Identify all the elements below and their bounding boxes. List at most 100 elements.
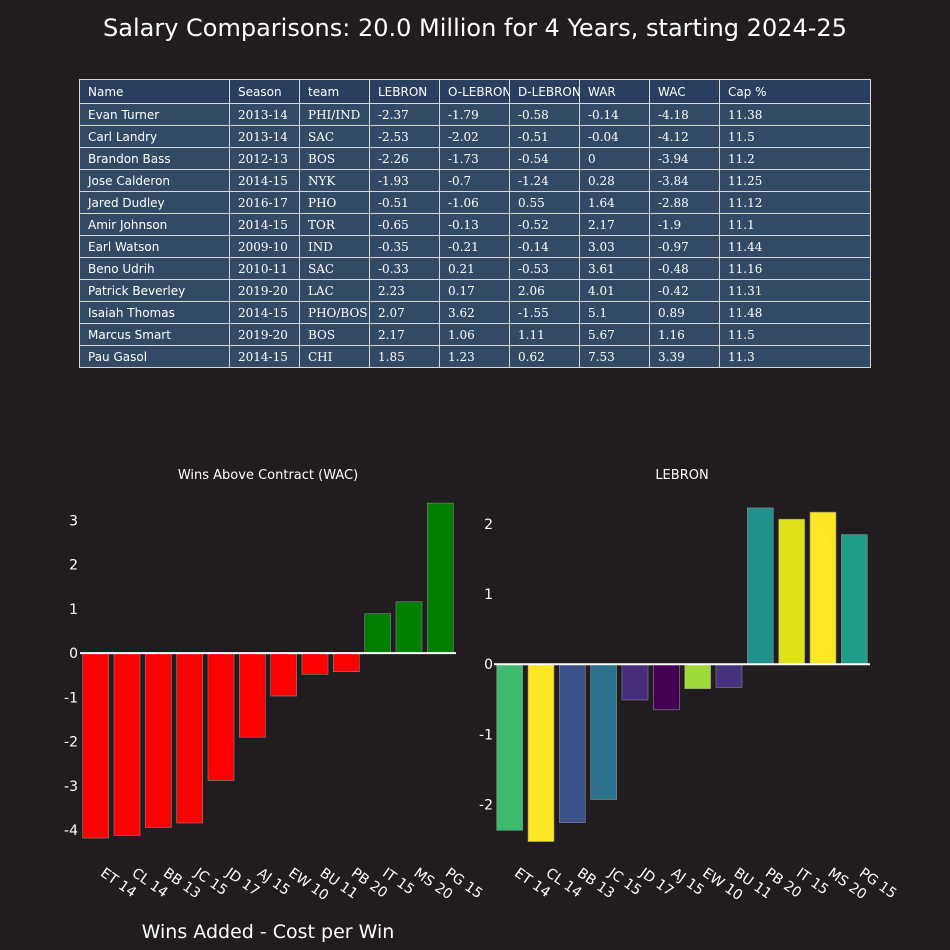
bar xyxy=(590,663,617,800)
table-cell: -4.18 xyxy=(649,103,720,126)
wac-chart: Wins Above Contract (WAC) 3 2 1 0 -1 -2 -3 -4 ET … xyxy=(64,468,485,904)
table-cell: Pau Gasol xyxy=(79,345,230,368)
table-cell: 11.48 xyxy=(719,301,871,324)
table-cell: 11.12 xyxy=(719,191,871,214)
bar xyxy=(82,652,109,839)
table-cell: 2012-13 xyxy=(229,147,300,170)
table-cell: -3.94 xyxy=(649,147,720,170)
table-cell: -2.88 xyxy=(649,191,720,214)
table-cell: 2.17 xyxy=(579,213,650,236)
table-row: Brandon Bass 2012-13 BOS -2.26 -1.73 -0.54 0 -3… xyxy=(79,147,871,170)
y-tick-label: 0 xyxy=(69,646,78,662)
table-cell: 2016-17 xyxy=(229,191,300,214)
table-cell: -0.33 xyxy=(369,257,440,280)
table-cell: -0.54 xyxy=(509,147,580,170)
table-cell: 0.55 xyxy=(509,191,580,214)
x-tick-label: ET 14 xyxy=(97,865,139,901)
column-header: LEBRON xyxy=(369,79,440,104)
table-cell: Amir Johnson xyxy=(79,213,230,236)
table-cell: 4.01 xyxy=(579,279,650,302)
table-cell: 2014-15 xyxy=(229,345,300,368)
table-cell: 11.5 xyxy=(719,323,871,346)
bar xyxy=(559,663,586,823)
comparison-table: Name Season team LEBRON O-LEBRON D-LEBRO… xyxy=(79,79,871,368)
x-axis-title: Wins Added - Cost per Win xyxy=(142,921,395,943)
table-cell: 1.23 xyxy=(439,345,510,368)
bar xyxy=(747,507,774,665)
table-cell: -0.14 xyxy=(579,103,650,126)
bar xyxy=(113,652,141,836)
table-row: Pau Gasol 2014-15 CHI 1.85 1.23 0.62 7.53 3.39 1… xyxy=(79,345,871,368)
table-row: Amir Johnson 2014-15 TOR -0.65 -0.13 -0.52 2.1… xyxy=(79,213,871,236)
x-tick-label: AJ 15 xyxy=(668,865,707,899)
y-tick-label: -2 xyxy=(479,797,493,813)
table-cell: 2010-11 xyxy=(229,257,300,280)
table-cell: IND xyxy=(299,235,370,258)
table-cell: 2014-15 xyxy=(229,169,300,192)
column-header: Cap % xyxy=(719,79,871,104)
table-cell: Patrick Beverley xyxy=(79,279,230,302)
table-cell: 2009-10 xyxy=(229,235,300,258)
bar xyxy=(778,518,805,665)
table-cell: 11.3 xyxy=(719,345,871,368)
table-cell: 2019-20 xyxy=(229,279,300,302)
table-cell: 3.39 xyxy=(649,345,720,368)
bar xyxy=(145,652,172,828)
table-cell: NYK xyxy=(299,169,370,192)
bar xyxy=(207,652,235,781)
table-cell: SAC xyxy=(299,125,370,148)
y-tick-label: -1 xyxy=(64,690,78,706)
bar xyxy=(239,652,266,738)
table-cell: -2.37 xyxy=(369,103,440,126)
table-cell: Isaiah Thomas xyxy=(79,301,230,324)
table-row: Jared Dudley 2016-17 PHO -0.51 -1.06 0.55 1.64… xyxy=(79,191,871,214)
bar xyxy=(621,663,649,701)
y-tick-label: -3 xyxy=(64,779,78,795)
bar xyxy=(684,663,711,690)
table-cell: -3.84 xyxy=(649,169,720,192)
x-tick-label: JD 17 xyxy=(222,865,262,900)
bar xyxy=(496,663,523,831)
table-cell: 0 xyxy=(579,147,650,170)
table-cell: -2.53 xyxy=(369,125,440,148)
bar xyxy=(333,652,360,672)
chart-title: Wins Above Contract (WAC) xyxy=(178,468,358,483)
x-tick-label: AJ 15 xyxy=(254,865,293,899)
table-cell: -0.58 xyxy=(509,103,580,126)
table-cell: 1.06 xyxy=(439,323,510,346)
table-cell: -1.93 xyxy=(369,169,440,192)
table-cell: -0.04 xyxy=(579,125,650,148)
table-row: Marcus Smart 2019-20 BOS 2.17 1.06 1.11 5.67 1.… xyxy=(79,323,871,346)
y-tick-label: 0 xyxy=(484,657,493,673)
table-cell: PHI/IND xyxy=(299,103,370,126)
y-tick-label: -2 xyxy=(64,735,78,751)
table-cell: TOR xyxy=(299,213,370,236)
table-row: Earl Watson 2009-10 IND -0.35 -0.21 -0.14 3.03… xyxy=(79,235,871,258)
y-tick-label: 2 xyxy=(484,517,493,533)
y-tick-label: -1 xyxy=(479,727,493,743)
table-cell: 2014-15 xyxy=(229,213,300,236)
table-cell: 3.62 xyxy=(439,301,510,324)
bar xyxy=(270,652,297,697)
table-cell: PHO xyxy=(299,191,370,214)
table-cell: 2013-14 xyxy=(229,125,300,148)
x-tick-label: JD 17 xyxy=(636,865,676,900)
bar xyxy=(427,502,454,654)
column-header: Season xyxy=(229,79,300,104)
bar xyxy=(809,511,837,665)
table-cell: CHI xyxy=(299,345,370,368)
table-cell: PHO/BOS xyxy=(299,301,370,324)
table-cell: 11.31 xyxy=(719,279,871,302)
table-cell: SAC xyxy=(299,257,370,280)
table-cell: 2.23 xyxy=(369,279,440,302)
table-cell: -0.53 xyxy=(509,257,580,280)
table-cell: -0.51 xyxy=(369,191,440,214)
y-tick-label: 1 xyxy=(484,587,493,603)
table-cell: Brandon Bass xyxy=(79,147,230,170)
table-cell: 0.89 xyxy=(649,301,720,324)
table-cell: Evan Turner xyxy=(79,103,230,126)
table-cell: BOS xyxy=(299,323,370,346)
table-row: Evan Turner 2013-14 PHI/IND -2.37 -1.79 -0.58… xyxy=(79,103,871,126)
table-cell: Earl Watson xyxy=(79,235,230,258)
